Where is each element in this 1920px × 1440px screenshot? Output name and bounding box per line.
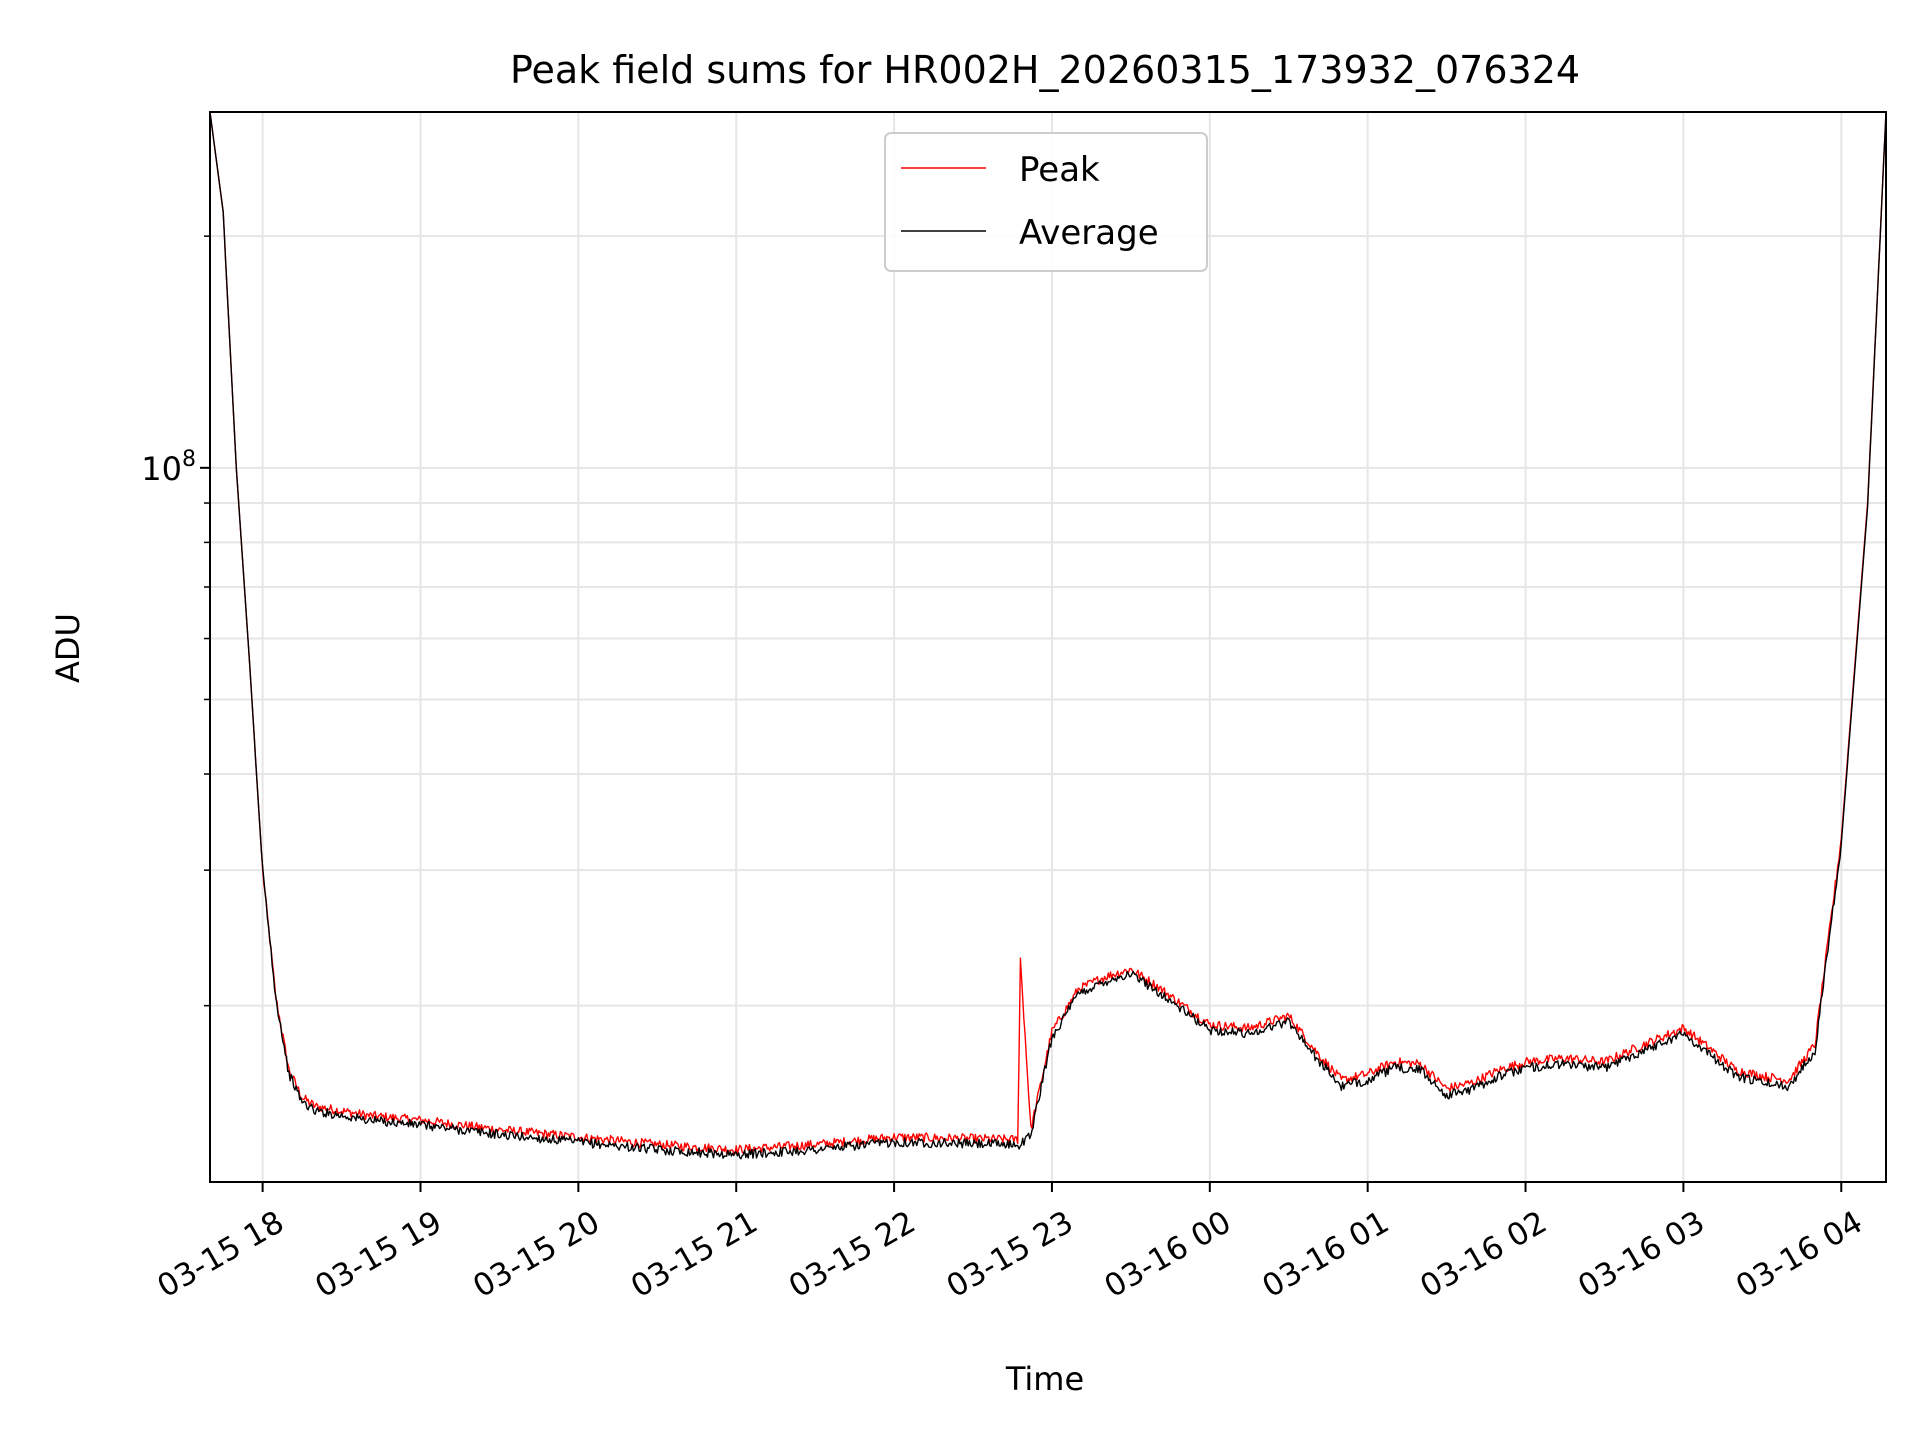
axes-frame — [209, 111, 1887, 1183]
y-axis-label: ADU — [49, 613, 87, 683]
legend-label-average: Average — [1019, 213, 1159, 253]
x-tick-label: 03-15 22 — [783, 1204, 922, 1305]
x-tick-label: 03-16 00 — [1099, 1204, 1238, 1305]
plot-lines — [210, 112, 1886, 1159]
chart-title: Peak field sums for HR002H_20260315_1739… — [510, 48, 1580, 92]
legend-label-peak: Peak — [1019, 150, 1100, 190]
x-tick-label: 03-15 21 — [625, 1204, 764, 1305]
x-tick-label: 03-15 18 — [151, 1204, 290, 1305]
series-line-average — [210, 112, 1886, 1159]
y-tick-label: 108 — [141, 447, 196, 488]
x-tick-label: 03-15 23 — [941, 1204, 1080, 1305]
legend: Peak Average — [884, 132, 1208, 272]
x-tick-label: 03-16 03 — [1572, 1204, 1711, 1305]
x-tick-label: 03-16 04 — [1730, 1204, 1869, 1305]
x-tick-label: 03-15 19 — [309, 1204, 448, 1305]
x-tick-label: 03-16 01 — [1256, 1204, 1395, 1305]
grid — [210, 112, 1886, 1182]
x-tick-label: 03-15 20 — [467, 1204, 606, 1305]
x-axis-label: Time — [1005, 1360, 1084, 1398]
x-tick-label: 03-16 02 — [1414, 1204, 1553, 1305]
